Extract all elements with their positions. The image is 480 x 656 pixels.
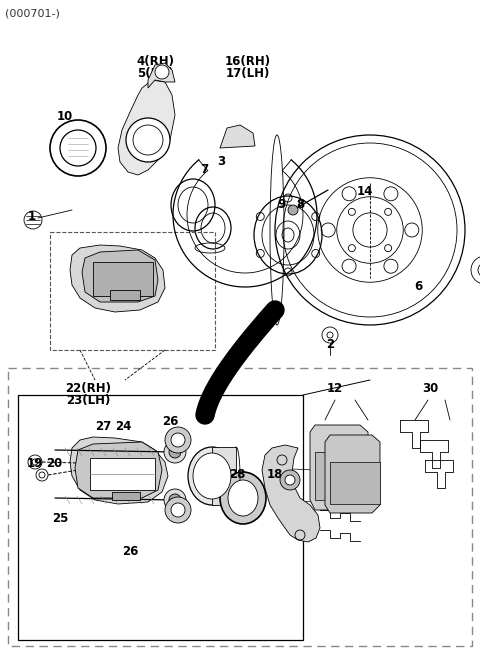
- Text: 22(RH): 22(RH): [65, 382, 111, 395]
- Bar: [110, 290, 140, 300]
- Text: 14: 14: [357, 185, 373, 198]
- Polygon shape: [325, 435, 380, 513]
- Bar: [18, 395, 303, 640]
- Text: 3: 3: [217, 155, 225, 168]
- Text: 24: 24: [115, 420, 131, 433]
- Text: 26: 26: [122, 545, 138, 558]
- Ellipse shape: [228, 480, 258, 516]
- Polygon shape: [148, 63, 175, 88]
- Text: 7: 7: [200, 163, 208, 176]
- Circle shape: [285, 475, 295, 485]
- Text: 9: 9: [278, 198, 286, 211]
- Bar: [90, 458, 155, 490]
- Text: 16(RH): 16(RH): [225, 55, 271, 68]
- Polygon shape: [75, 442, 162, 498]
- Polygon shape: [220, 125, 255, 148]
- Circle shape: [164, 489, 186, 511]
- Text: 18: 18: [267, 468, 283, 481]
- Bar: [212, 447, 236, 505]
- Polygon shape: [82, 250, 158, 302]
- Circle shape: [288, 205, 298, 215]
- Text: 30: 30: [422, 382, 438, 395]
- Polygon shape: [70, 245, 165, 312]
- Circle shape: [171, 503, 185, 517]
- Text: 28: 28: [229, 468, 245, 481]
- Circle shape: [165, 427, 191, 453]
- Ellipse shape: [188, 447, 236, 505]
- Text: (000701-): (000701-): [5, 8, 60, 18]
- Circle shape: [280, 470, 300, 490]
- Bar: [93, 262, 153, 296]
- Text: 8: 8: [296, 198, 304, 211]
- Circle shape: [133, 125, 163, 155]
- Text: 2: 2: [326, 338, 334, 351]
- Text: 5(LH): 5(LH): [137, 67, 173, 80]
- Circle shape: [155, 65, 169, 79]
- Polygon shape: [310, 425, 368, 510]
- Text: 4(RH): 4(RH): [136, 55, 174, 68]
- Text: 6: 6: [414, 280, 422, 293]
- Circle shape: [165, 497, 191, 523]
- Text: 17(LH): 17(LH): [226, 67, 270, 80]
- Text: 10: 10: [57, 110, 73, 123]
- Circle shape: [126, 118, 170, 162]
- Text: 23(LH): 23(LH): [66, 394, 110, 407]
- Bar: [112, 492, 140, 500]
- Text: 26: 26: [162, 415, 178, 428]
- Text: 12: 12: [327, 382, 343, 395]
- Text: 19: 19: [27, 457, 43, 470]
- Ellipse shape: [193, 453, 231, 499]
- Bar: [330, 462, 380, 504]
- Circle shape: [171, 433, 185, 447]
- Bar: [50, 232, 215, 350]
- Circle shape: [169, 446, 181, 458]
- Circle shape: [50, 120, 106, 176]
- Text: 1: 1: [28, 210, 36, 223]
- Text: 29: 29: [209, 468, 225, 481]
- Ellipse shape: [220, 472, 266, 524]
- Circle shape: [169, 494, 181, 506]
- Bar: [315, 452, 367, 500]
- Polygon shape: [70, 437, 168, 504]
- Text: 20: 20: [46, 457, 62, 470]
- Text: 27: 27: [95, 420, 111, 433]
- Polygon shape: [262, 445, 320, 542]
- Text: 25: 25: [52, 512, 68, 525]
- Circle shape: [60, 130, 96, 166]
- Circle shape: [164, 441, 186, 463]
- Polygon shape: [118, 80, 175, 175]
